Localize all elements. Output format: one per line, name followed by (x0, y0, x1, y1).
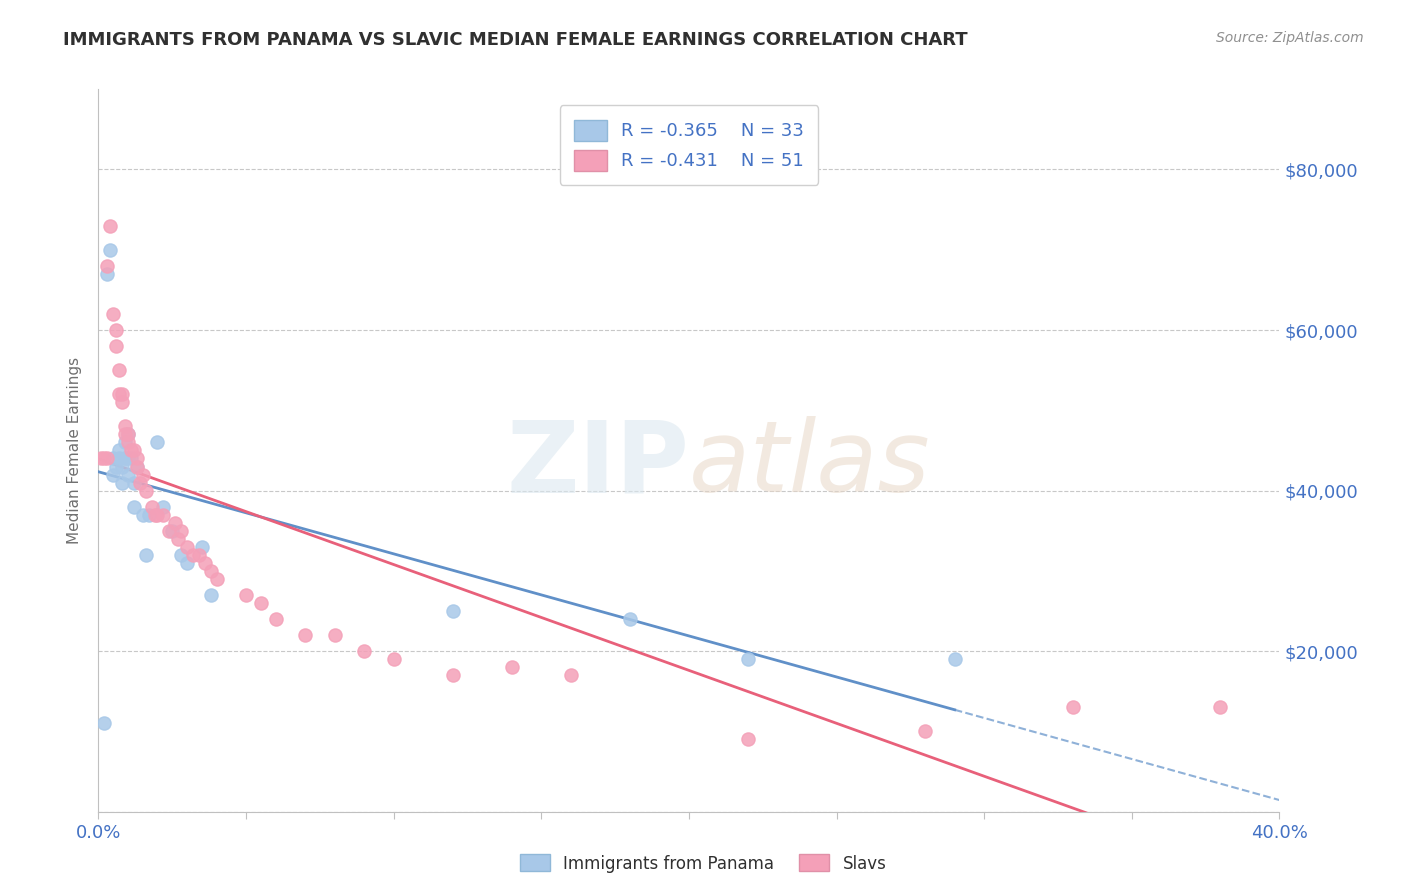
Point (98, 243, 121, 257)
Point (1062, 700, 1084, 714)
Point (117, 467, 139, 482)
Point (152, 508, 174, 522)
Point (111, 387, 134, 401)
Point (103, 467, 125, 482)
Text: IMMIGRANTS FROM PANAMA VS SLAVIC MEDIAN FEMALE EARNINGS CORRELATION CHART: IMMIGRANTS FROM PANAMA VS SLAVIC MEDIAN … (63, 31, 967, 49)
Point (125, 459, 148, 474)
Point (187, 548, 209, 562)
Point (560, 668, 582, 682)
Point (132, 508, 155, 522)
Point (138, 508, 160, 522)
Point (165, 516, 187, 530)
Point (382, 652, 405, 666)
Point (194, 556, 217, 570)
Point (167, 532, 190, 546)
Point (205, 572, 228, 586)
Point (441, 604, 464, 618)
Point (114, 427, 136, 442)
Point (117, 427, 139, 442)
Y-axis label: Median Female Earnings: Median Female Earnings (67, 357, 83, 544)
Point (943, 652, 966, 666)
Text: atlas: atlas (689, 417, 931, 514)
Point (103, 451, 125, 466)
Point (146, 435, 169, 450)
Point (122, 475, 145, 490)
Point (114, 435, 136, 450)
Point (117, 451, 139, 466)
Point (141, 500, 163, 514)
Point (146, 508, 169, 522)
Point (250, 596, 273, 610)
Point (143, 508, 166, 522)
Point (96, 451, 118, 466)
Point (108, 451, 131, 466)
Point (157, 524, 180, 538)
Point (170, 524, 193, 538)
Point (93, 716, 115, 731)
Text: Source: ZipAtlas.com: Source: ZipAtlas.com (1216, 31, 1364, 45)
Point (111, 395, 134, 409)
Point (200, 588, 222, 602)
Point (90, 451, 112, 466)
Point (323, 628, 346, 642)
Point (441, 668, 464, 682)
Point (501, 660, 523, 674)
Point (105, 323, 128, 337)
Point (200, 564, 222, 578)
Point (914, 724, 936, 739)
Point (191, 540, 214, 554)
Point (128, 475, 150, 490)
Point (105, 339, 128, 353)
Point (114, 451, 136, 466)
Point (114, 419, 136, 434)
Point (98, 219, 121, 233)
Point (264, 612, 287, 626)
Point (737, 732, 759, 747)
Point (132, 467, 155, 482)
Point (162, 524, 183, 538)
Point (108, 443, 131, 458)
Point (135, 548, 157, 562)
Point (122, 500, 145, 514)
Point (120, 443, 142, 458)
Point (125, 459, 148, 474)
Legend: Immigrants from Panama, Slavs: Immigrants from Panama, Slavs (513, 847, 893, 880)
Point (108, 387, 131, 401)
Point (117, 435, 139, 450)
Point (170, 548, 193, 562)
Point (737, 652, 759, 666)
Point (619, 612, 641, 626)
Point (353, 644, 375, 658)
Point (152, 500, 174, 514)
Point (176, 540, 198, 554)
Point (111, 475, 134, 490)
Point (1209, 700, 1232, 714)
Point (105, 459, 128, 474)
Point (117, 427, 139, 442)
Legend: R = -0.365    N = 33, R = -0.431    N = 51: R = -0.365 N = 33, R = -0.431 N = 51 (560, 105, 818, 185)
Point (181, 548, 204, 562)
Point (120, 451, 142, 466)
Point (103, 307, 125, 321)
Point (235, 588, 257, 602)
Point (122, 443, 145, 458)
Point (93, 451, 115, 466)
Point (125, 451, 148, 466)
Text: ZIP: ZIP (506, 417, 689, 514)
Point (96, 267, 118, 281)
Point (96, 259, 118, 273)
Point (108, 363, 131, 377)
Point (176, 556, 198, 570)
Point (111, 459, 134, 474)
Point (294, 628, 316, 642)
Point (135, 483, 157, 498)
